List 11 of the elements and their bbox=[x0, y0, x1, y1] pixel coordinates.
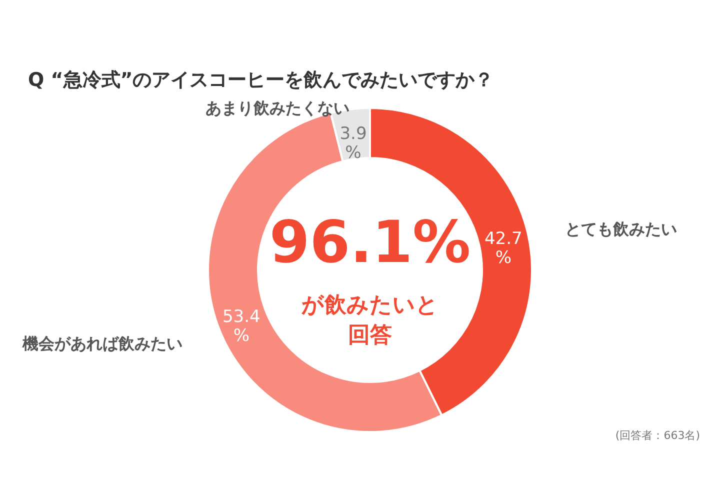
data-label: 3.9 % bbox=[340, 124, 367, 164]
text: 96.1% bbox=[269, 208, 471, 276]
slice-label: とても飲みたい bbox=[564, 220, 677, 239]
text: (回答者：663名) bbox=[615, 429, 700, 442]
data-label: 42.7 % bbox=[484, 228, 522, 268]
text: が飲みたいと bbox=[300, 293, 438, 318]
slice-label: 機会があれば飲みたい bbox=[21, 334, 182, 353]
slice-label: あまり飲みたくない bbox=[205, 98, 350, 118]
chart-title: Q “急冷式”のアイスコーヒーを飲んでみたいですか？ bbox=[28, 69, 494, 91]
text: 回答 bbox=[348, 323, 392, 348]
data-label: 53.4 % bbox=[222, 307, 260, 346]
